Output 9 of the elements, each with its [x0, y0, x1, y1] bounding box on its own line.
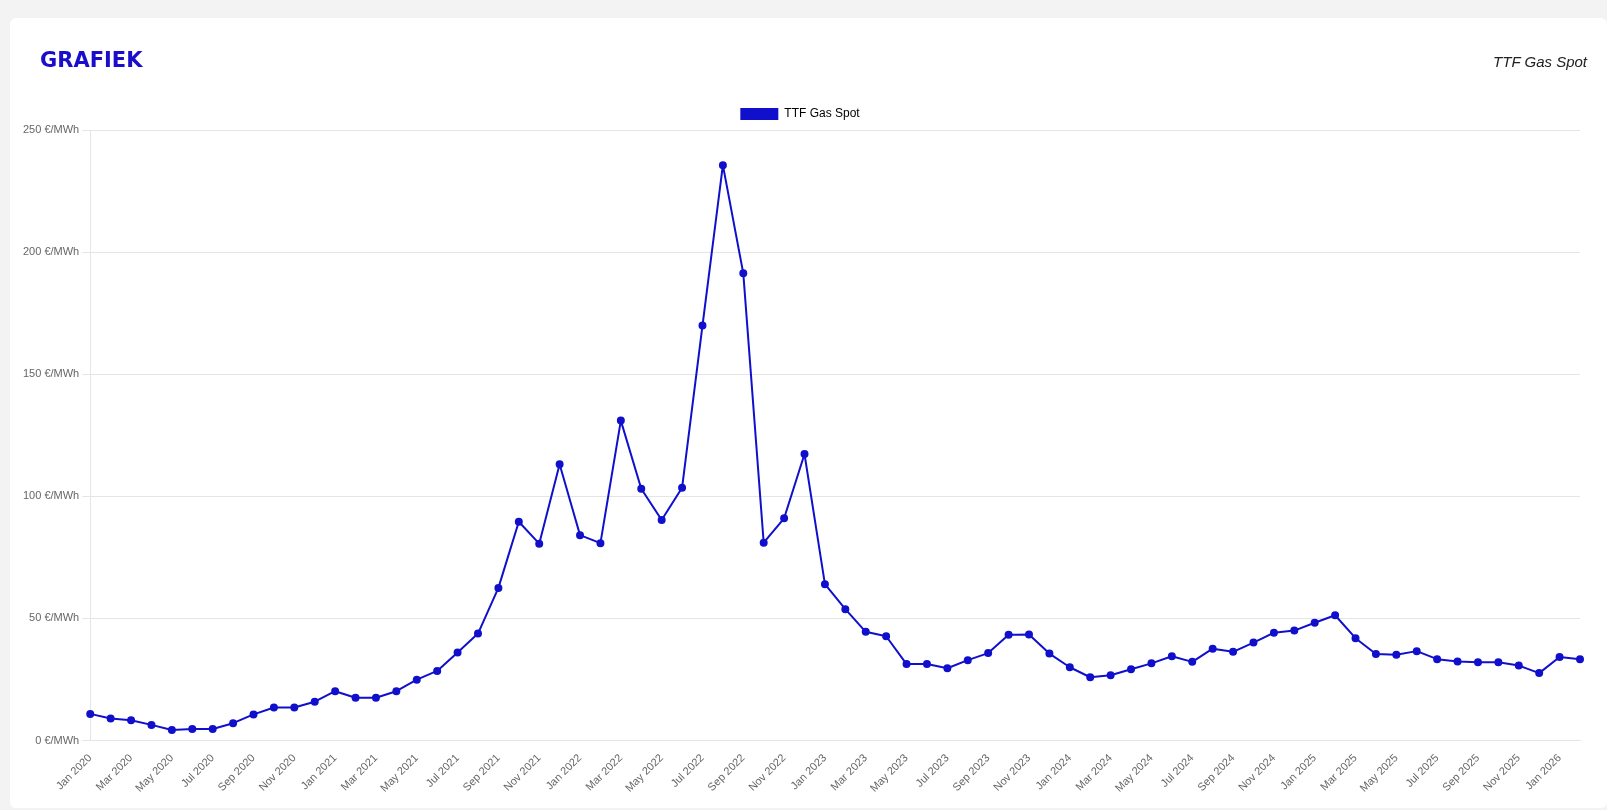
- chart-subtitle: TTF Gas Spot: [1493, 53, 1587, 70]
- y-tick-label: 250 €/MWh: [23, 123, 80, 136]
- y-tick-label: 150 €/MWh: [23, 367, 80, 380]
- y-tick-label: 0 €/MWh: [35, 733, 80, 746]
- chart-title: GRAFIEK: [40, 48, 143, 72]
- y-tick-label: 100 €/MWh: [23, 489, 80, 502]
- y-tick-label: 50 €/MWh: [29, 611, 80, 624]
- y-tick-label: 200 €/MWh: [23, 245, 80, 258]
- legend-label: TTF Gas Spot: [784, 106, 861, 121]
